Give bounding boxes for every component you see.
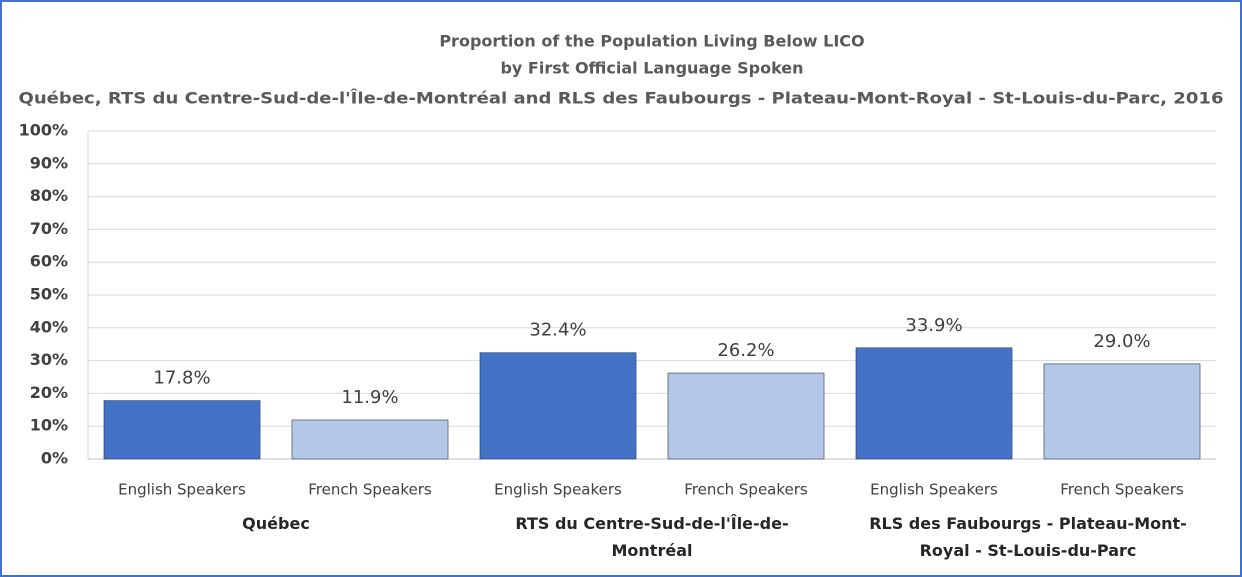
bar	[855, 347, 1013, 460]
y-tick-label: 80%	[30, 186, 68, 205]
data-label: 29.0%	[1093, 331, 1150, 352]
y-tick-label: 20%	[30, 383, 68, 402]
x-tick-label: French Speakers	[308, 481, 432, 499]
x-tick-label: English Speakers	[494, 481, 622, 499]
y-tick-label: 40%	[30, 317, 68, 336]
y-tick-label: 90%	[30, 153, 68, 172]
y-tick-label: 100%	[19, 121, 68, 140]
data-label: 26.2%	[717, 340, 774, 361]
y-tick-label: 70%	[30, 219, 68, 238]
x-tick-label: French Speakers	[1060, 481, 1184, 499]
y-tick-label: 10%	[30, 416, 68, 435]
y-tick-label: 60%	[30, 252, 68, 271]
chart-title: Proportion of the Population Living Belo…	[439, 32, 864, 51]
x-tick-label: French Speakers	[684, 481, 808, 499]
y-tick-label: 30%	[30, 350, 68, 369]
bar	[479, 352, 637, 460]
y-tick-label: 50%	[30, 285, 68, 304]
bar	[667, 372, 825, 460]
data-label: 33.9%	[905, 315, 962, 336]
bar	[103, 400, 261, 460]
bar	[1043, 363, 1201, 460]
data-label: 32.4%	[529, 320, 586, 341]
bar	[291, 419, 449, 460]
x-tick-label: English Speakers	[870, 481, 998, 499]
data-label: 17.8%	[153, 368, 210, 389]
group-label: Québec	[242, 514, 310, 533]
chart-title: by First Official Language Spoken	[500, 59, 803, 78]
x-tick-label: English Speakers	[118, 481, 246, 499]
group-label: RTS du Centre-Sud-de-l'Île-de-Montréal	[515, 514, 789, 560]
data-label: 11.9%	[341, 387, 398, 408]
y-tick-label: 0%	[41, 449, 68, 468]
chart-title: Québec, RTS du Centre-Sud-de-l'Île-de-Mo…	[19, 89, 1224, 108]
group-label: RLS des Faubourgs - Plateau-Mont-Royal -…	[869, 514, 1187, 560]
